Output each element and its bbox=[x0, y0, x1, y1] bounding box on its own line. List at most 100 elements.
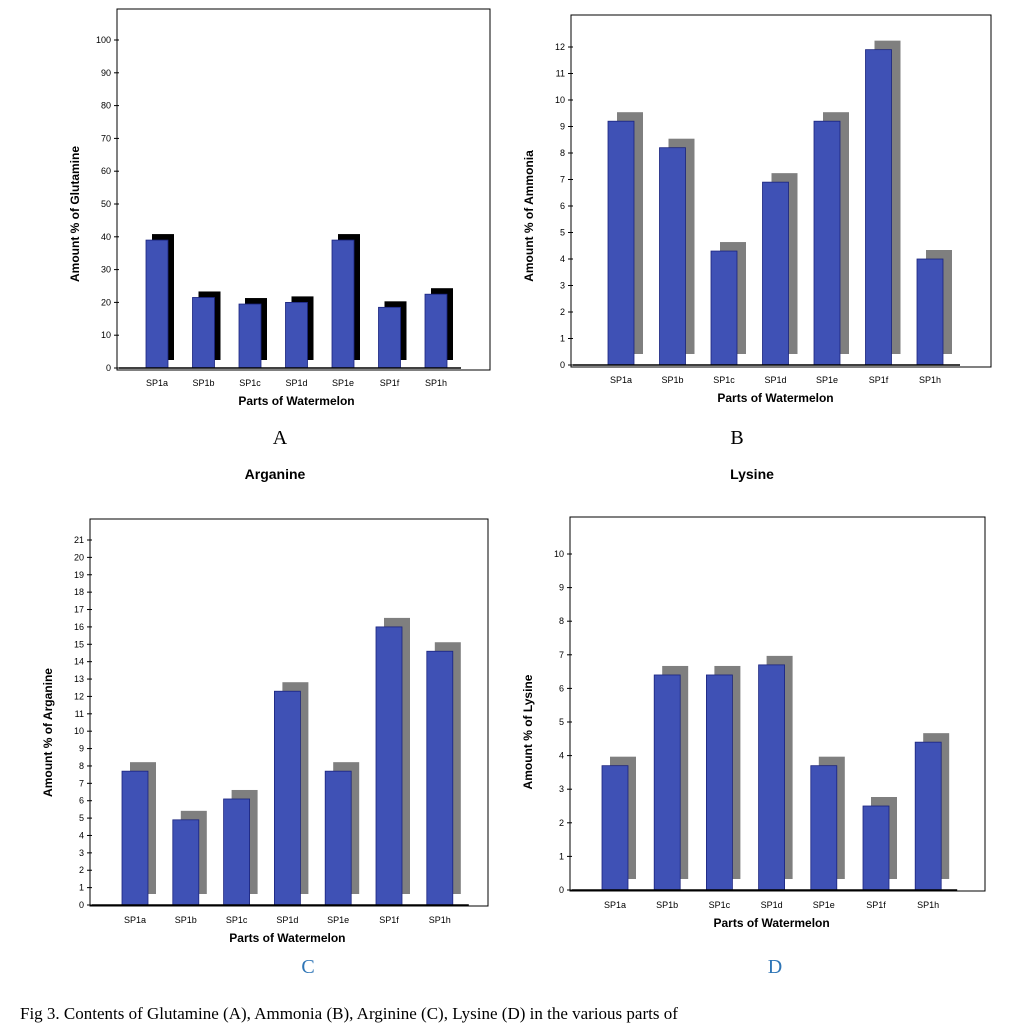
y-tick-label: 7 bbox=[560, 175, 565, 185]
bar bbox=[914, 741, 942, 891]
y-tick-label: 6 bbox=[560, 201, 565, 211]
y-tick-label: 1 bbox=[79, 883, 84, 893]
y-tick-label: 9 bbox=[559, 583, 564, 593]
y-tick-label: 12 bbox=[74, 691, 84, 701]
y-tick-label: 15 bbox=[74, 639, 84, 649]
y-axis-label: Amount % of Arganine bbox=[41, 668, 55, 797]
bar bbox=[273, 690, 301, 906]
panel-letter-a: A bbox=[273, 427, 288, 449]
y-tick-label: 2 bbox=[560, 307, 565, 317]
y-tick-label: 5 bbox=[79, 813, 84, 823]
y-tick-label: 20 bbox=[101, 297, 111, 307]
y-tick-label: 3 bbox=[559, 784, 564, 794]
y-tick-label: 4 bbox=[560, 254, 565, 264]
bar bbox=[331, 239, 355, 369]
x-tick-label: SP1b bbox=[192, 378, 214, 388]
panel-letter-b: B bbox=[730, 427, 743, 449]
y-tick-label: 8 bbox=[560, 148, 565, 158]
y-axis-label: Amount % of Lysine bbox=[521, 674, 535, 789]
y-tick-label: 4 bbox=[559, 751, 564, 761]
x-axis-label: Parts of Watermelon bbox=[238, 394, 354, 408]
bar bbox=[192, 297, 215, 369]
y-tick-label: 11 bbox=[556, 69, 565, 79]
y-tick-label: 100 bbox=[96, 35, 111, 45]
x-tick-label: SP1c bbox=[709, 900, 731, 910]
bar bbox=[865, 49, 892, 366]
y-tick-label: 19 bbox=[74, 570, 84, 580]
x-tick-label: SP1c bbox=[713, 375, 735, 385]
panel-letter-d: D bbox=[768, 956, 782, 978]
bar bbox=[762, 181, 789, 366]
x-tick-label: SP1c bbox=[239, 378, 261, 388]
bar bbox=[375, 626, 403, 906]
y-tick-label: 80 bbox=[101, 101, 111, 111]
panel-title-lysine: Lysine bbox=[730, 466, 774, 482]
x-tick-label: SP1h bbox=[919, 375, 941, 385]
bar bbox=[172, 819, 200, 906]
y-tick-label: 20 bbox=[74, 552, 84, 562]
y-tick-label: 18 bbox=[74, 587, 84, 597]
y-tick-label: 16 bbox=[74, 622, 84, 632]
y-tick-label: 10 bbox=[554, 549, 564, 559]
x-tick-label: SP1d bbox=[285, 378, 307, 388]
plot-frame bbox=[116, 8, 491, 371]
x-tick-label: SP1b bbox=[661, 375, 683, 385]
y-tick-label: 1 bbox=[560, 334, 565, 344]
y-tick-label: 13 bbox=[74, 674, 84, 684]
x-tick-label: SP1a bbox=[146, 378, 168, 388]
bar bbox=[285, 301, 308, 369]
x-axis-label: Parts of Watermelon bbox=[229, 931, 345, 945]
y-tick-label: 3 bbox=[79, 848, 84, 858]
y-tick-label: 10 bbox=[101, 330, 111, 340]
bar bbox=[121, 770, 149, 906]
bar bbox=[653, 674, 681, 891]
y-axis-label: Amount % of Ammonia bbox=[522, 150, 536, 282]
bar bbox=[810, 765, 838, 891]
y-tick-label: 70 bbox=[101, 133, 111, 143]
y-tick-label: 21 bbox=[74, 535, 84, 545]
x-tick-label: SP1f bbox=[869, 375, 889, 385]
y-tick-label: 0 bbox=[106, 363, 111, 373]
y-tick-label: 9 bbox=[560, 122, 565, 132]
x-tick-label: SP1e bbox=[327, 915, 349, 925]
x-tick-label: SP1f bbox=[380, 378, 400, 388]
y-tick-label: 50 bbox=[101, 199, 111, 209]
x-tick-label: SP1a bbox=[124, 915, 146, 925]
x-tick-label: SP1d bbox=[764, 375, 786, 385]
x-tick-label: SP1e bbox=[813, 900, 835, 910]
y-tick-label: 9 bbox=[79, 744, 84, 754]
y-tick-label: 3 bbox=[560, 281, 565, 291]
plot-frame bbox=[569, 516, 986, 892]
x-tick-label: SP1c bbox=[226, 915, 248, 925]
bar bbox=[426, 650, 454, 906]
y-tick-label: 0 bbox=[79, 900, 84, 910]
bar bbox=[238, 303, 262, 369]
chart-glutamine: 0 10 20 30 40 50 60 70 80 90 100 SP1a SP1b SP1c SP1d SP… bbox=[68, 8, 491, 408]
y-tick-label: 17 bbox=[74, 605, 84, 615]
y-tick-label: 1 bbox=[559, 851, 564, 861]
bar bbox=[862, 805, 890, 891]
y-tick-label: 0 bbox=[560, 360, 565, 370]
y-tick-label: 10 bbox=[74, 726, 84, 736]
y-tick-label: 4 bbox=[79, 830, 84, 840]
y-tick-label: 0 bbox=[559, 885, 564, 895]
x-tick-label: SP1b bbox=[656, 900, 678, 910]
figure-caption: Fig 3. Contents of Glutamine (A), Ammoni… bbox=[20, 1004, 678, 1023]
y-tick-label: 11 bbox=[75, 709, 84, 719]
y-tick-label: 2 bbox=[79, 865, 84, 875]
bar bbox=[223, 798, 251, 906]
bar bbox=[758, 664, 785, 891]
x-axis-label: Parts of Watermelon bbox=[717, 391, 833, 405]
y-tick-label: 8 bbox=[79, 761, 84, 771]
x-tick-label: SP1h bbox=[917, 900, 939, 910]
panel-letter-c: C bbox=[301, 956, 314, 978]
bar bbox=[324, 770, 352, 906]
x-tick-label: SP1a bbox=[604, 900, 626, 910]
panel-title-arganine: Arganine bbox=[245, 466, 306, 482]
x-tick-label: SP1h bbox=[425, 378, 447, 388]
bar bbox=[607, 120, 635, 366]
bar bbox=[424, 293, 448, 369]
y-tick-label: 40 bbox=[101, 232, 111, 242]
